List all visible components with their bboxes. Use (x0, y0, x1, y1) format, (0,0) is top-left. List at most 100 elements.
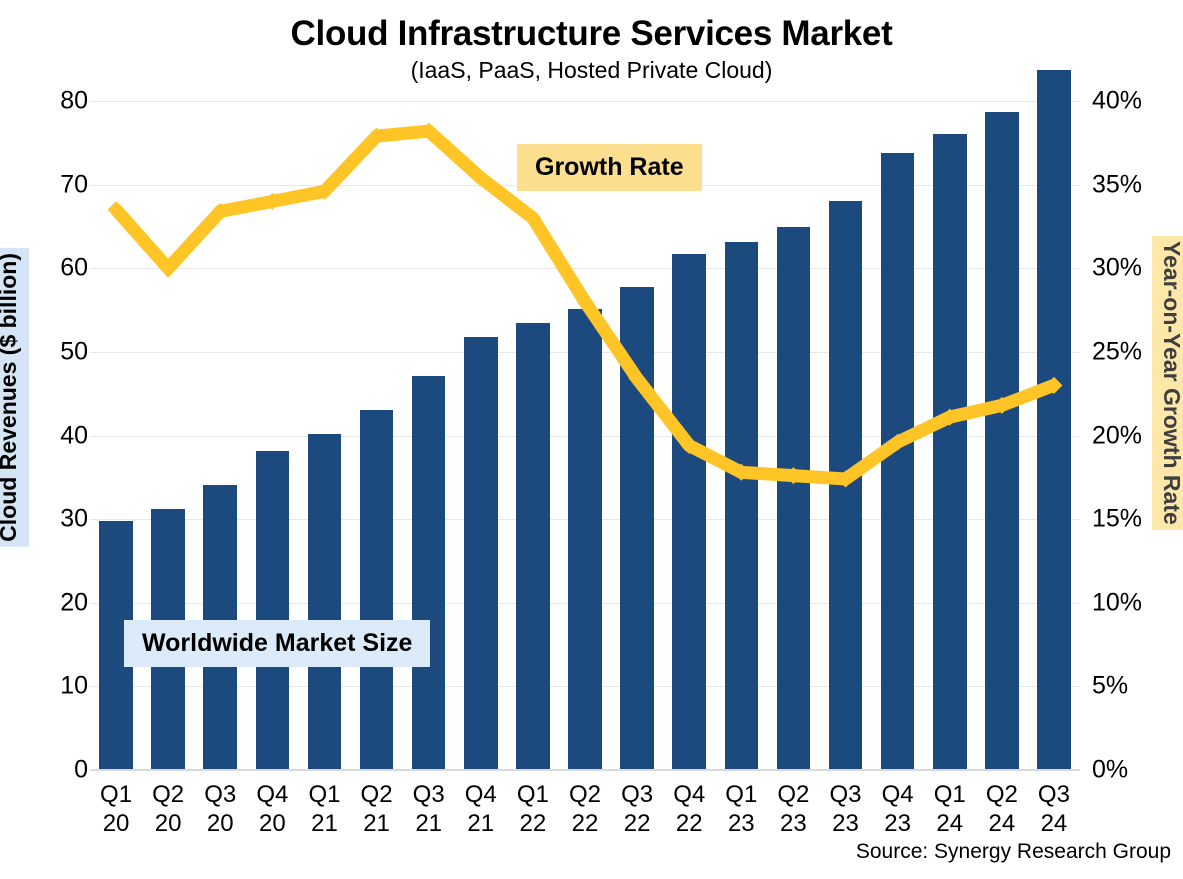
right-axis-tick-label: 0% (1092, 755, 1129, 784)
bar (411, 376, 446, 770)
x-tick-year: 22 (571, 810, 599, 837)
x-tick-quarter: Q3 (412, 781, 445, 808)
x-axis-tick-label: Q1 23 (715, 780, 767, 838)
right-axis-tick-label: 5% (1092, 671, 1129, 700)
x-tick-quarter: Q1 (725, 781, 758, 808)
x-tick-quarter: Q1 (100, 781, 133, 808)
left-axis-tick-label: 0 (74, 755, 88, 784)
left-axis-tick-label: 80 (60, 86, 88, 115)
right-axis-tick-label: 20% (1092, 421, 1143, 449)
bar (880, 152, 915, 770)
x-tick-quarter: Q1 (933, 781, 966, 808)
x-tick-year: 21 (363, 810, 390, 837)
x-tick-year: 23 (884, 810, 911, 837)
line-marker (263, 192, 281, 210)
x-tick-year: 20 (102, 810, 130, 837)
x-tick-year: 22 (519, 810, 547, 837)
x-tick-year: 23 (780, 810, 807, 837)
x-axis-tick-label: Q2 24 (976, 780, 1028, 838)
x-axis-tick-label: Q3 21 (403, 780, 455, 838)
left-axis-tick-label: 30 (60, 504, 88, 533)
x-tick-quarter: Q2 (777, 781, 810, 808)
x-tick-quarter: Q4 (256, 781, 289, 808)
chart-title: Cloud Infrastructure Services Market (290, 14, 893, 53)
x-axis-baseline (90, 769, 1080, 771)
x-tick-quarter: Q4 (464, 781, 497, 808)
x-tick-year: 20 (259, 810, 286, 837)
right-axis-tick-label: 35% (1092, 170, 1143, 199)
x-tick-quarter: Q3 (1037, 781, 1070, 808)
bar (359, 410, 394, 770)
right-axis-tick-label: 15% (1092, 504, 1143, 533)
x-tick-quarter: Q4 (673, 781, 706, 808)
x-tick-year: 20 (206, 810, 234, 837)
x-tick-year: 24 (1040, 810, 1068, 837)
bar (568, 309, 602, 770)
x-tick-year: 23 (832, 810, 859, 837)
line-marker (368, 127, 386, 145)
growth-rate-label: Growth Rate (517, 144, 702, 191)
bar (776, 227, 811, 770)
line-marker (524, 209, 542, 227)
source-note: Source: Synergy Research Group (855, 840, 1171, 863)
bar (932, 133, 967, 770)
x-tick-year: 21 (311, 810, 338, 837)
left-axis-tick-label: 10 (60, 671, 88, 700)
x-axis-tick-label: Q3 24 (1028, 780, 1080, 838)
x-tick-quarter: Q2 (152, 781, 185, 808)
x-axis-tick-label: Q3 23 (819, 780, 871, 838)
x-tick-quarter: Q3 (204, 781, 237, 808)
x-axis-tick-label: Q2 23 (767, 780, 819, 838)
left-axis-tick-label: 40 (60, 421, 88, 449)
x-tick-quarter: Q2 (568, 781, 601, 808)
bar (985, 111, 1019, 770)
x-tick-quarter: Q2 (985, 781, 1018, 808)
bar (463, 336, 498, 770)
gridline (90, 268, 1080, 270)
x-tick-quarter: Q3 (621, 781, 654, 808)
x-axis-tick-label: Q2 22 (559, 780, 611, 838)
x-tick-quarter: Q4 (881, 781, 914, 808)
bar (620, 286, 654, 770)
line-marker (211, 202, 229, 220)
x-axis-tick-label: Q2 21 (351, 780, 403, 838)
right-axis-title: Year-on-Year Growth Rate (1152, 236, 1183, 530)
x-axis-tick-label: Q1 24 (924, 780, 976, 838)
bar (1037, 70, 1071, 770)
x-tick-year: 22 (675, 810, 703, 837)
left-axis-title: Cloud Revenues ($ billion) (0, 248, 29, 547)
x-axis-tick-label: Q4 21 (455, 780, 507, 838)
x-axis-tick-label: Q4 23 (872, 780, 924, 838)
bar (672, 254, 706, 770)
right-axis-tick-label: 25% (1092, 337, 1143, 366)
x-tick-year: 22 (623, 810, 651, 837)
x-tick-quarter: Q1 (308, 781, 341, 808)
left-axis-tick-label: 70 (60, 170, 88, 199)
x-tick-year: 21 (415, 810, 443, 837)
bar (724, 241, 759, 770)
x-tick-year: 24 (936, 810, 964, 837)
left-axis-tick-label: 20 (60, 588, 88, 617)
line-marker (420, 122, 438, 140)
x-tick-quarter: Q1 (516, 781, 549, 808)
x-tick-quarter: Q3 (829, 781, 862, 808)
bar (307, 433, 342, 770)
x-tick-quarter: Q2 (360, 781, 393, 808)
gridline (90, 101, 1080, 102)
x-axis-tick-label: Q3 22 (611, 780, 663, 838)
right-axis-tick-label: 40% (1092, 86, 1143, 115)
chart-subtitle: (IaaS, PaaS, Hosted Private Cloud) (410, 57, 773, 83)
x-axis-tick-label: Q1 22 (507, 780, 559, 838)
bar (828, 200, 863, 770)
x-tick-year: 24 (988, 810, 1016, 837)
x-tick-year: 21 (467, 810, 495, 837)
bar (255, 450, 290, 770)
right-axis-tick-label: 30% (1092, 253, 1143, 282)
x-axis-tick-label: Q1 21 (298, 780, 350, 838)
line-marker (107, 201, 125, 219)
x-axis-tick-label: Q4 22 (663, 780, 715, 838)
market-size-label: Worldwide Market Size (124, 620, 431, 667)
x-tick-year: 20 (154, 810, 182, 837)
x-tick-year: 23 (727, 810, 755, 837)
x-axis-tick-label: Q3 20 (194, 780, 246, 838)
